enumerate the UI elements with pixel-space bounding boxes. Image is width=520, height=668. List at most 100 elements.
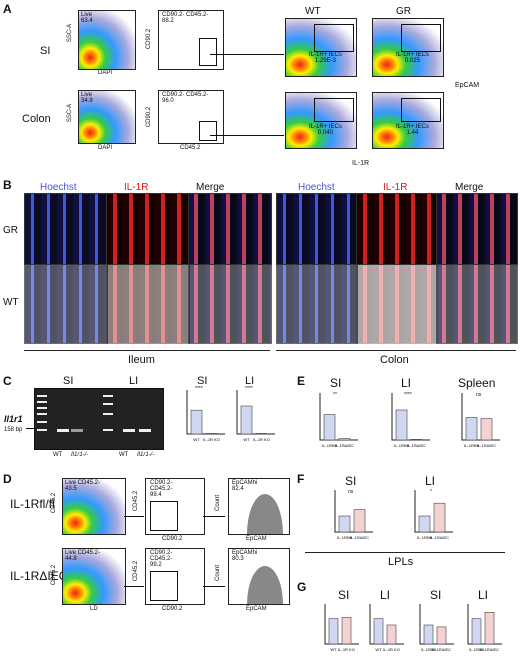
chart-g-1: WT IL-1R KO xyxy=(323,604,359,652)
f-title-si: SI xyxy=(345,474,357,488)
il1r-gr-colon: IL-1R+ IECs 1.44 xyxy=(396,124,429,136)
micro-colon-wt-hoechst xyxy=(276,264,358,344)
bar xyxy=(323,414,336,441)
gel-label-si: SI xyxy=(63,375,74,387)
flow-plot-cd-colon xyxy=(158,90,224,144)
axis-cd90-si: CD90.2 xyxy=(146,28,153,50)
chart-e-spleen: IL-1Rfl/fl IL-1RΔIEC xyxy=(460,393,500,448)
gel-image xyxy=(34,388,164,450)
bar xyxy=(410,439,423,441)
chart-g-3: IL-1Rfl/fl IL-1RΔIEC xyxy=(418,604,454,652)
f-sig-li: * xyxy=(430,489,432,495)
flow-plot-live-colon xyxy=(78,90,136,144)
axis-cd45-colon: CD45.2 xyxy=(180,145,201,151)
bar xyxy=(255,433,268,435)
bar xyxy=(465,417,478,441)
flow-plot-gr-si xyxy=(372,18,444,77)
flow-plot-cd-si xyxy=(158,10,224,70)
micro-colon-wt-il1r xyxy=(356,264,438,344)
il1r-gr-si: IL-1R+ IECs 0.025 xyxy=(396,52,429,64)
lane-ko-si: Il1r1-/- xyxy=(71,452,89,458)
bar-title-c-si: SI xyxy=(197,375,208,387)
micro-colon-gr-hoechst xyxy=(276,193,358,265)
g-title-2: LI xyxy=(380,588,391,602)
bar-tick-label: IL-1R KO xyxy=(253,437,270,442)
bar-tick-label: IL-1Rfl/fl xyxy=(417,535,432,540)
row-label-wt: WT xyxy=(3,297,19,308)
d-ep-1: EpCAMhi 82.4 xyxy=(232,480,258,492)
d-ax-cd45-2: CD45.2 xyxy=(51,564,58,586)
d-ax-cd452-2: CD45.2 xyxy=(133,560,140,582)
e-sig-si: ** xyxy=(333,392,337,398)
g-title-3: SI xyxy=(430,588,442,602)
row-label-si: SI xyxy=(40,45,51,57)
bar-chart-svg: WT IL-1R KO xyxy=(324,604,359,652)
micro-ileum-wt-merge xyxy=(188,264,272,344)
gate-live-colon: Live 34.9 xyxy=(81,92,93,104)
d-cd-2: CD90.2- CD45.2- 99.2 xyxy=(150,550,173,568)
bar xyxy=(353,509,366,533)
bar-tick-label: IL-1RΔIEC xyxy=(430,535,449,540)
d-flow-live-1 xyxy=(62,478,126,535)
panel-letter-g: G xyxy=(297,580,307,594)
e-title-spleen: Spleen xyxy=(458,376,496,390)
sig-c-si: **** xyxy=(195,386,203,392)
bar xyxy=(433,502,446,533)
bar-chart-svg: WT IL-1R KO xyxy=(236,390,275,442)
micro-ileum-gr-hoechst xyxy=(24,193,108,265)
axis-ssca-colon: SSC-A xyxy=(67,103,74,123)
bar xyxy=(436,626,447,645)
d-ax-epcam-2: EpCAM xyxy=(246,606,267,612)
bar-chart-svg: WT IL-1R KO xyxy=(186,390,225,442)
col-hoechst-ileum: Hoechst xyxy=(40,182,77,193)
axis-epcam: EpCAM xyxy=(455,82,480,89)
bar-tick-label: IL-1R KO xyxy=(383,647,400,652)
d-hist-1 xyxy=(228,478,290,535)
d-ax-cd45-1: CD45.2 xyxy=(51,492,58,514)
bar xyxy=(484,612,495,645)
bar-tick-label: IL-1RΔIEC xyxy=(477,443,496,448)
bar-tick-label: IL-1R KO xyxy=(338,647,355,652)
flow-plot-gr-colon xyxy=(372,92,444,149)
panel-letter-c: C xyxy=(3,374,12,388)
bar xyxy=(338,438,351,441)
lane-wt-li: WT xyxy=(119,452,129,458)
axis-ssca-si: SSC-A xyxy=(67,23,74,43)
bar xyxy=(471,618,482,645)
sig-c-li: **** xyxy=(245,386,253,392)
d-ax-cd90-1: CD90.2 xyxy=(162,536,183,542)
col-il1r-ileum: IL-1R xyxy=(124,182,149,193)
lane-ko-li: Il1r1-/- xyxy=(137,452,155,458)
e-sig-spleen: ns xyxy=(476,392,482,398)
e-title-si: SI xyxy=(330,376,342,390)
chart-f-si: IL-1Rfl/fl IL-1RΔIEC xyxy=(333,490,373,540)
d-flow-cd-1 xyxy=(145,478,205,535)
bar-tick-label: WT xyxy=(243,437,250,442)
panel-letter-d: D xyxy=(3,472,12,486)
bar-tick-label: WT xyxy=(375,647,382,652)
d-ax-ld: LD xyxy=(90,606,98,612)
bar-title-c-li: LI xyxy=(245,375,255,387)
f-footer: LPLs xyxy=(388,556,414,568)
bar xyxy=(418,515,431,533)
chart-f-li: IL-1Rfl/fl IL-1RΔIEC xyxy=(413,490,453,540)
bar-tick-label: IL-1Rfl/fl xyxy=(469,647,484,652)
f-title-li: LI xyxy=(425,474,436,488)
bar-tick-label: WT xyxy=(193,437,200,442)
il1r-wt-si: IL-1R+ IECs 1.29E-3 xyxy=(309,52,342,64)
d-ax-cd90-2: CD90.2 xyxy=(162,606,183,612)
d-live-2: Live CD45.2- 44.8 xyxy=(65,550,101,562)
genotype-wt: WT xyxy=(305,6,321,17)
col-merge-colon: Merge xyxy=(455,182,484,193)
bar-tick-label: WT xyxy=(330,647,337,652)
chart-c-li: WT IL-1R KO xyxy=(235,390,275,442)
col-il1r-colon: IL-1R xyxy=(383,182,408,193)
bar-tick-label: IL-1RΔIEC xyxy=(350,535,369,540)
bp-label: 158 bp xyxy=(4,427,23,433)
axis-il1r: IL-1R xyxy=(352,160,370,167)
bar xyxy=(338,515,351,533)
bar xyxy=(205,433,218,435)
